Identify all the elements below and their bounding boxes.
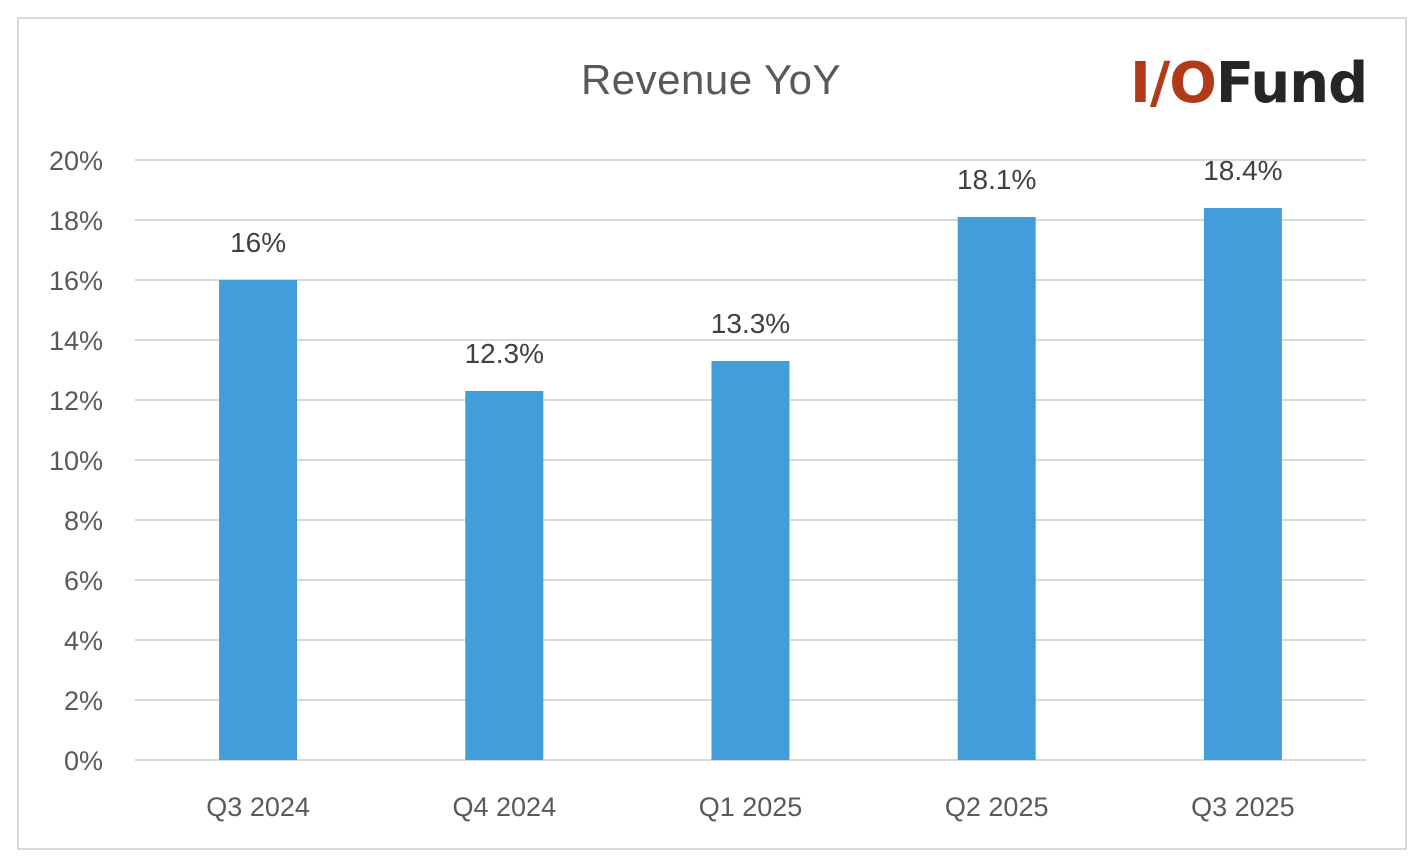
data-label: 16%: [230, 227, 286, 258]
bar: [465, 391, 544, 760]
y-tick-label: 12%: [49, 386, 103, 416]
y-tick-label: 14%: [49, 326, 103, 356]
data-label: 12.3%: [465, 338, 544, 369]
y-tick-label: 8%: [64, 506, 103, 536]
logo-io-text: I/O: [1130, 51, 1217, 116]
data-labels: 16% 12.3% 13.3% 18.1% 18.4%: [230, 155, 1283, 369]
x-tick-label: Q1 2025: [699, 792, 803, 822]
y-tick-label: 2%: [64, 686, 103, 716]
bar: [219, 280, 298, 760]
x-tick-label: Q3 2025: [1191, 792, 1295, 822]
y-tick-label: 20%: [49, 146, 103, 176]
data-label: 18.4%: [1203, 155, 1282, 186]
bar: [1203, 208, 1282, 760]
data-label: 18.1%: [957, 164, 1036, 195]
y-axis-ticks: 0% 2% 4% 6% 8% 10% 12% 14% 16% 18% 20%: [49, 146, 103, 776]
chart-title: Revenue YoY: [580, 56, 842, 103]
y-tick-label: 4%: [64, 626, 103, 656]
logo-fund-text: Fund: [1215, 51, 1368, 116]
y-tick-label: 6%: [64, 566, 103, 596]
bar: [957, 217, 1036, 760]
y-tick-label: 18%: [49, 206, 103, 236]
x-tick-label: Q3 2024: [206, 792, 310, 822]
io-fund-logo: I/OFund: [1130, 51, 1368, 116]
y-tick-label: 0%: [64, 746, 103, 776]
bar: [711, 361, 790, 760]
x-tick-label: Q4 2024: [453, 792, 557, 822]
x-tick-label: Q2 2025: [945, 792, 1049, 822]
y-tick-label: 10%: [49, 446, 103, 476]
y-tick-label: 16%: [49, 266, 103, 296]
x-axis-ticks: Q3 2024 Q4 2024 Q1 2025 Q2 2025 Q3 2025: [206, 792, 1294, 822]
bars: [219, 208, 1282, 760]
data-label: 13.3%: [711, 308, 790, 339]
